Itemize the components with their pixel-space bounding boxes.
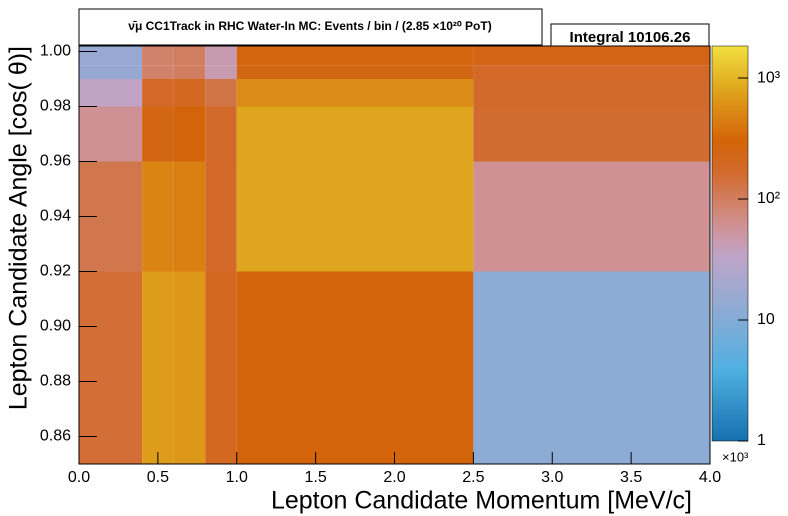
cell — [236, 161, 474, 272]
x-tick-label: 0.5 — [147, 469, 169, 486]
y-tick-label: 0.86 — [40, 428, 71, 445]
y-axis-title: Lepton Candidate Angle [cos( θ)] — [5, 46, 33, 410]
cell — [205, 79, 237, 107]
x-tick-label: 3.0 — [541, 469, 563, 486]
cell — [173, 46, 206, 66]
y-tick-label: 1.00 — [40, 43, 71, 60]
y-tick-label: 0.90 — [40, 318, 71, 335]
cell — [173, 271, 206, 464]
cell — [142, 106, 174, 162]
cell — [236, 65, 474, 79]
x-tick-label: 2.5 — [462, 469, 484, 486]
cell — [173, 106, 206, 162]
x-exponent: ×10³ — [722, 449, 749, 464]
cell — [205, 46, 237, 66]
cell — [236, 79, 474, 107]
cell — [236, 46, 474, 66]
y-tick-label: 0.94 — [40, 208, 71, 225]
z-tick-label: 10² — [757, 190, 781, 207]
cell — [79, 46, 143, 66]
cell — [473, 161, 710, 272]
cell — [173, 79, 206, 107]
cell — [142, 79, 174, 107]
cell — [79, 271, 143, 464]
cell — [473, 46, 710, 66]
y-tick-label: 0.88 — [40, 373, 71, 390]
z-tick-label: 1 — [757, 432, 766, 449]
x-tick-label: 4.0 — [699, 469, 721, 486]
cell — [142, 65, 174, 79]
cell — [236, 106, 474, 162]
cell — [173, 161, 206, 272]
color-bar — [711, 45, 749, 442]
cell — [236, 271, 474, 464]
x-axis-title: Lepton Candidate Momentum [MeV/c] — [271, 487, 692, 515]
cell — [142, 271, 174, 464]
cell — [79, 79, 143, 107]
chart-title: ν̄μ CC1Track in RHC Water-In MC: Events … — [128, 19, 491, 33]
cell — [473, 79, 710, 107]
stat-text: Integral 10106.26 — [570, 29, 691, 46]
title-box — [78, 8, 543, 46]
cell — [205, 271, 237, 464]
cell — [79, 106, 143, 162]
x-tick-label: 3.5 — [620, 469, 642, 486]
x-tick-label: 2.0 — [383, 469, 405, 486]
x-tick-label: 1.5 — [305, 469, 327, 486]
x-tick-label: 1.0 — [226, 469, 248, 486]
cell — [142, 46, 174, 66]
cell — [142, 161, 174, 272]
y-tick-label: 0.96 — [40, 153, 71, 170]
cell — [205, 161, 237, 272]
cell — [205, 106, 237, 162]
z-tick-label: 10 — [757, 311, 775, 328]
y-tick-label: 0.92 — [40, 263, 71, 280]
z-tick-label: 10³ — [757, 69, 781, 86]
cell — [473, 271, 710, 464]
cell — [473, 106, 710, 162]
y-tick-label: 0.98 — [40, 98, 71, 115]
cell — [79, 65, 143, 79]
x-tick-label: 0.0 — [68, 469, 90, 486]
cell — [205, 65, 237, 79]
cell — [473, 65, 710, 79]
cell — [173, 65, 206, 79]
